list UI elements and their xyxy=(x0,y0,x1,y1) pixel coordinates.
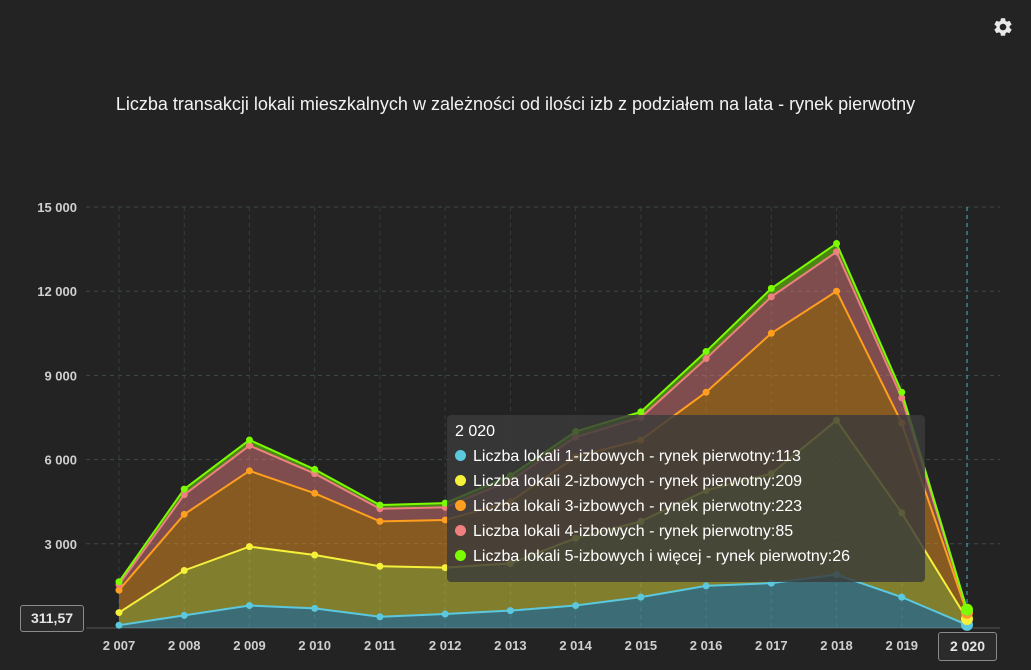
tooltip-row-text: Liczba lokali 2-izbowych - rynek pierwot… xyxy=(473,473,803,490)
x-tick-label: 2 011 xyxy=(364,638,396,653)
series-1-area xyxy=(119,574,967,628)
series-3-point[interactable] xyxy=(180,510,188,518)
series-2-point[interactable] xyxy=(311,551,319,559)
series-3-point[interactable] xyxy=(115,586,123,594)
series-4-point[interactable] xyxy=(898,394,906,402)
series-4-point[interactable] xyxy=(245,442,253,450)
series-1-point[interactable] xyxy=(180,611,188,619)
series-5-point[interactable] xyxy=(767,284,775,292)
y-tick-label: 9 000 xyxy=(44,368,77,383)
series-3-dot xyxy=(455,500,466,511)
series-5-point[interactable] xyxy=(245,436,253,444)
x-tick-label: 2 012 xyxy=(429,638,462,653)
series-5-point[interactable] xyxy=(115,578,123,586)
series-1-point[interactable] xyxy=(441,610,449,618)
x-tick-label: 2 018 xyxy=(820,638,853,653)
series-1-point[interactable] xyxy=(245,602,253,610)
series-3-point[interactable] xyxy=(833,287,841,295)
series-3-point[interactable] xyxy=(441,516,449,524)
series-2-point[interactable] xyxy=(376,562,384,570)
series-5-point[interactable] xyxy=(898,388,906,396)
series-5-point[interactable] xyxy=(441,499,449,507)
series-3-point[interactable] xyxy=(245,467,253,475)
gear-icon[interactable] xyxy=(992,16,1014,38)
chart-tooltip: 2 020 Liczba lokali 1-izbowych - rynek p… xyxy=(447,415,925,582)
series-1-point[interactable] xyxy=(311,604,319,612)
tooltip-row: Liczba lokali 3-izbowych - rynek pierwot… xyxy=(455,494,925,519)
series-5-point[interactable] xyxy=(702,348,710,356)
x-tick-label: 2 013 xyxy=(494,638,527,653)
series-1-point[interactable] xyxy=(115,621,123,629)
series-2-dot xyxy=(455,475,466,486)
x-tick-label: 2 015 xyxy=(625,638,658,653)
x-tick-label: 2 008 xyxy=(168,638,201,653)
series-3-point[interactable] xyxy=(311,489,319,497)
tooltip-row: Liczba lokali 4-izbowych - rynek pierwot… xyxy=(455,519,925,544)
tooltip-row-text: Liczba lokali 3-izbowych - rynek pierwot… xyxy=(473,498,803,515)
series-1-point[interactable] xyxy=(637,593,645,601)
y-tick-label: 6 000 xyxy=(44,453,77,468)
series-4-point[interactable] xyxy=(833,248,841,256)
series-5-point[interactable] xyxy=(833,239,841,247)
series-2-point[interactable] xyxy=(115,609,123,617)
series-1-point[interactable] xyxy=(702,582,710,590)
y-tick-label: 3 000 xyxy=(44,537,77,552)
tooltip-row: Liczba lokali 5-izbowych i więcej - ryne… xyxy=(455,544,925,569)
series-3-point[interactable] xyxy=(767,329,775,337)
series-5-point[interactable] xyxy=(961,603,973,616)
series-1-dot xyxy=(455,450,466,461)
chart-title: Liczba transakcji lokali mieszkalnych w … xyxy=(115,94,916,114)
series-4-dot xyxy=(455,525,466,536)
tooltip-row-text: Liczba lokali 4-izbowych - rynek pierwot… xyxy=(473,523,794,540)
series-2-point[interactable] xyxy=(245,543,253,551)
x-tick-label: 2 017 xyxy=(755,638,788,653)
x-tick-label: 2 010 xyxy=(298,638,331,653)
series-4-point[interactable] xyxy=(180,491,188,499)
series-3-area xyxy=(119,291,967,619)
tooltip-row: Liczba lokali 1-izbowych - rynek pierwot… xyxy=(455,444,925,469)
series-1-point[interactable] xyxy=(572,602,580,610)
tooltip-row-text: Liczba lokali 5-izbowych i więcej - ryne… xyxy=(473,548,851,565)
series-3-point[interactable] xyxy=(376,517,384,525)
series-4-point[interactable] xyxy=(702,355,710,363)
series-4-point[interactable] xyxy=(767,293,775,301)
x-tick-label: 2 016 xyxy=(690,638,723,653)
series-2-point[interactable] xyxy=(180,566,188,574)
tooltip-row: Liczba lokali 2-izbowych - rynek pierwot… xyxy=(455,469,925,494)
series-2-point[interactable] xyxy=(441,564,449,572)
axis-pointer-x-label: 2 020 xyxy=(938,632,997,661)
series-1-point[interactable] xyxy=(506,607,514,615)
tooltip-title: 2 020 xyxy=(455,423,496,440)
y-tick-label: 12 000 xyxy=(37,284,77,299)
series-5-dot xyxy=(455,550,466,561)
series-5-point[interactable] xyxy=(180,485,188,493)
series-1-point[interactable] xyxy=(376,613,384,621)
y-tick-label: 15 000 xyxy=(37,200,77,215)
x-tick-label: 2 009 xyxy=(233,638,266,653)
x-tick-label: 2 014 xyxy=(559,638,592,653)
series-5-point[interactable] xyxy=(376,501,384,509)
series-5-point[interactable] xyxy=(637,408,645,416)
x-tick-label: 2 007 xyxy=(103,638,136,653)
x-tick-label: 2 019 xyxy=(885,638,918,653)
series-4-area xyxy=(119,251,967,613)
series-5-point[interactable] xyxy=(311,465,319,473)
series-3-point[interactable] xyxy=(702,388,710,396)
tooltip-row-text: Liczba lokali 1-izbowych - rynek pierwot… xyxy=(473,448,801,465)
axis-pointer-y-label: 311,57 xyxy=(20,605,84,632)
series-1-point[interactable] xyxy=(898,593,906,601)
